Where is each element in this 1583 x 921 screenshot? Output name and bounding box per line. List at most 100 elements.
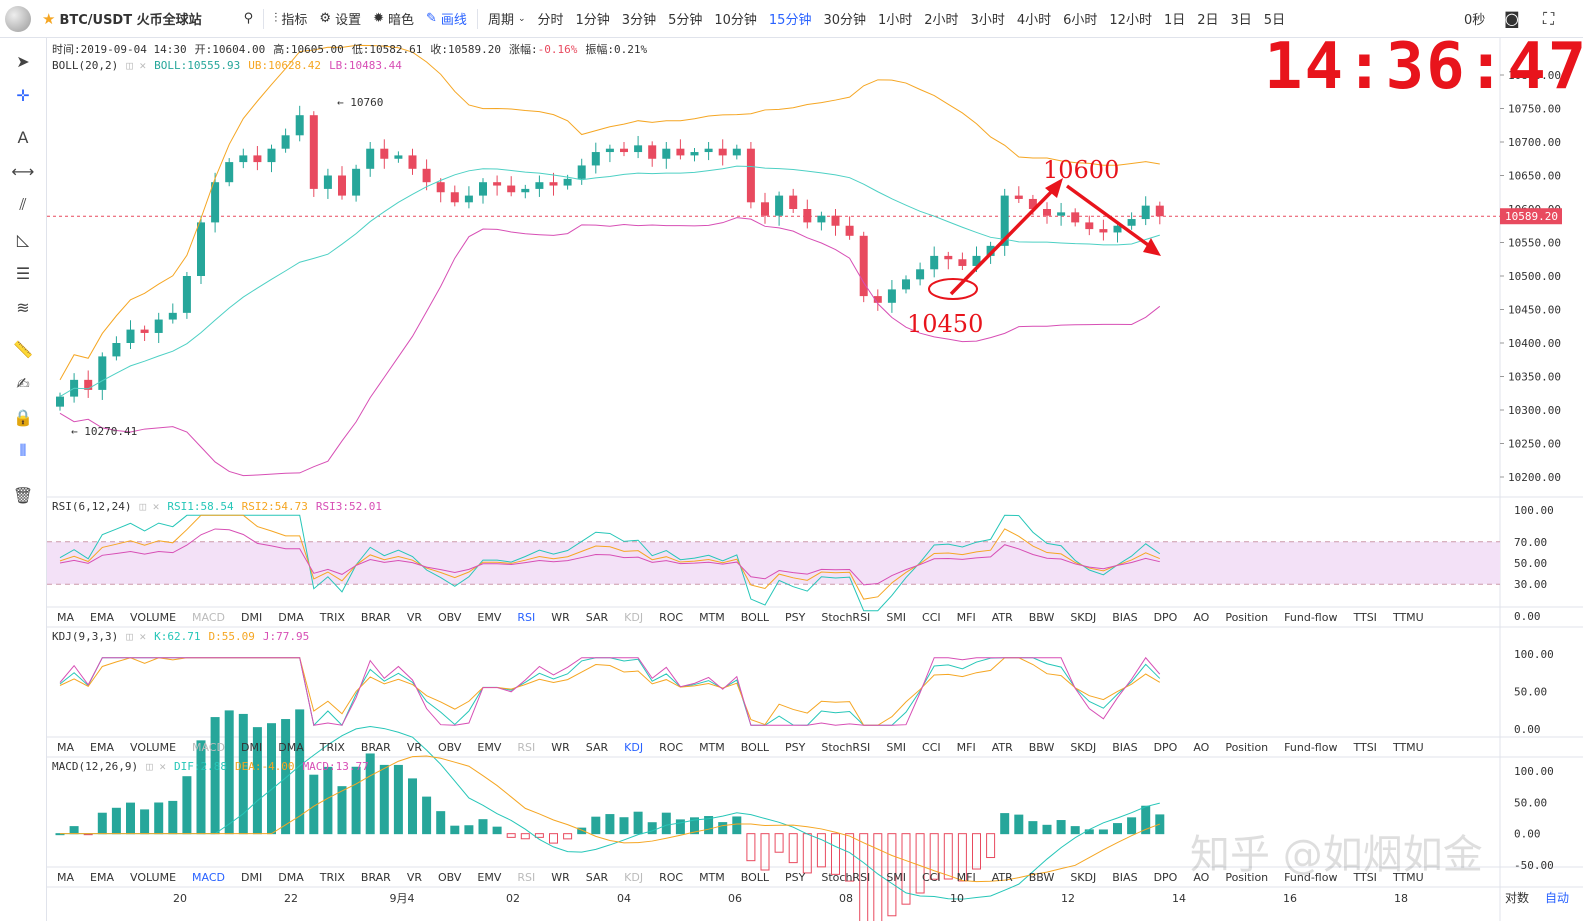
wave-icon[interactable]: ≋ [16,297,30,317]
eye-icon[interactable]: ◫ ✕ [126,59,147,72]
indicator-tab-skdj[interactable]: SKDJ [1070,870,1097,884]
indicator-tab-cci[interactable]: CCI [922,870,941,884]
indicator-tab-psy[interactable]: PSY [785,870,806,884]
indicator-tab-ao[interactable]: AO [1193,740,1210,754]
settings-button[interactable]: ⚙ 设置 [319,11,362,28]
indicator-tab-psy[interactable]: PSY [785,740,806,754]
indicator-tab-stochrsi[interactable]: StochRSI [821,870,871,884]
indicator-tab-macd[interactable]: MACD [192,610,226,624]
indicator-tab-ma[interactable]: MA [57,870,75,884]
indicator-tab-emv[interactable]: EMV [477,870,502,884]
indicator-tab-ttsi[interactable]: TTSI [1353,870,1377,884]
indicator-tab-boll[interactable]: BOLL [740,870,770,884]
indicator-tab-ttmu[interactable]: TTMU [1392,870,1424,884]
indicator-tab-mfi[interactable]: MFI [956,610,976,624]
indicator-tab-smi[interactable]: SMI [886,610,907,624]
period-14[interactable]: 2日 [1197,13,1219,28]
indicator-tab-dmi[interactable]: DMI [241,610,263,624]
indicator-tab-cci[interactable]: CCI [922,740,941,754]
indicator-tab-bias[interactable]: BIAS [1112,740,1138,754]
trash-icon[interactable]: 🗑 [12,485,34,505]
indicator-tab-volume[interactable]: VOLUME [129,610,177,624]
indicator-tab-roc[interactable]: ROC [659,610,684,624]
indicator-tab-smi[interactable]: SMI [886,870,907,884]
indicator-tab-macd[interactable]: MACD [192,740,226,754]
indicator-tab-kdj[interactable]: KDJ [624,870,644,884]
indicator-tab-bias[interactable]: BIAS [1112,870,1138,884]
draw-button[interactable]: ✎ 画线 [426,11,467,28]
indicator-tab-sar[interactable]: SAR [585,870,609,884]
indicator-tab-vr[interactable]: VR [406,740,422,754]
indicator-tab-mfi[interactable]: MFI [956,740,976,754]
indicator-tab-ao[interactable]: AO [1193,610,1210,624]
period-15[interactable]: 3日 [1230,13,1252,28]
indicator-tab-obv[interactable]: OBV [438,740,462,754]
indicator-tab-bbw[interactable]: BBW [1028,610,1055,624]
fullscreen-icon[interactable]: ⛶ [1543,8,1555,28]
indicator-tab-rsi[interactable]: RSI [517,740,536,754]
period-11[interactable]: 6小时 [1063,13,1098,28]
indicator-tab-vr[interactable]: VR [406,870,422,884]
period-5[interactable]: 15分钟 [768,13,812,28]
period-7[interactable]: 1小时 [878,13,913,28]
indicator-tab-obv[interactable]: OBV [438,870,462,884]
indicator-tab-boll[interactable]: BOLL [740,610,770,624]
indicator-tab-psy[interactable]: PSY [785,610,806,624]
indicator-tab-mtm[interactable]: MTM [699,740,725,754]
indicator-tab-ma[interactable]: MA [57,740,75,754]
indicator-tab-dpo[interactable]: DPO [1153,870,1178,884]
brush-icon[interactable]: ✍ [16,373,30,393]
eye-icon[interactable]: ◫ ✕ [146,760,166,773]
period-2[interactable]: 3分钟 [621,13,657,28]
period-9[interactable]: 3小时 [970,13,1005,28]
indicator-tab-trix[interactable]: TRIX [319,870,345,884]
indicator-tab-atr[interactable]: ATR [991,740,1013,754]
indicator-tab-position[interactable]: Position [1225,870,1269,884]
text-icon[interactable]: A [17,127,29,147]
indicator-tab-atr[interactable]: ATR [991,610,1013,624]
period-dropdown[interactable]: 周期 ⌄ [487,13,526,28]
search-icon[interactable]: ⚲ [243,11,254,26]
indicator-tab-roc[interactable]: ROC [659,740,684,754]
eye-icon[interactable]: ◫ ✕ [126,630,147,643]
period-16[interactable]: 5日 [1263,13,1286,28]
indicator-tab-ema[interactable]: EMA [90,610,114,624]
indicator-tab-ttmu[interactable]: TTMU [1392,740,1424,754]
cursor-icon[interactable]: ➤ [16,51,30,71]
lock-icon[interactable]: 🔒 [13,407,33,427]
indicator-tab-brar[interactable]: BRAR [360,870,391,884]
indicator-tab-emv[interactable]: EMV [477,740,502,754]
indicator-tab-brar[interactable]: BRAR [360,740,391,754]
indicator-tab-fund-flow[interactable]: Fund-flow [1284,740,1338,754]
period-0[interactable]: 分时 [537,13,564,28]
dark-mode-button[interactable]: ✹ 暗色 [373,11,415,28]
indicator-tab-mtm[interactable]: MTM [699,610,725,624]
indicator-tab-rsi[interactable]: RSI [517,870,536,884]
period-1[interactable]: 1分钟 [575,13,610,28]
indicator-tab-bbw[interactable]: BBW [1028,870,1055,884]
indicator-tab-sar[interactable]: SAR [585,740,609,754]
indicator-tab-ao[interactable]: AO [1193,870,1210,884]
fibonacci-icon[interactable]: ☰ [15,263,31,283]
indicator-tab-stochrsi[interactable]: StochRSI [821,740,871,754]
indicator-tab-mfi[interactable]: MFI [956,870,976,884]
crosshair-icon[interactable]: ✛ [16,85,30,105]
indicator-tab-dpo[interactable]: DPO [1153,740,1178,754]
indicator-tab-trix[interactable]: TRIX [319,610,345,624]
indicator-tab-smi[interactable]: SMI [886,740,907,754]
indicator-tab-ttsi[interactable]: TTSI [1353,740,1377,754]
indicator-tab-trix[interactable]: TRIX [319,740,345,754]
indicator-tab-roc[interactable]: ROC [659,870,684,884]
indicator-tab-wr[interactable]: WR [551,610,570,624]
camera-icon[interactable]: ◙ [1504,9,1520,28]
indicator-tab-position[interactable]: Position [1225,610,1269,624]
indicator-tab-bias[interactable]: BIAS [1112,610,1138,624]
indicator-tab-skdj[interactable]: SKDJ [1070,610,1097,624]
period-10[interactable]: 4小时 [1016,13,1052,28]
indicator-tab-dma[interactable]: DMA [278,870,304,884]
indicator-tab-macd[interactable]: MACD [192,870,226,884]
indicator-tab-position[interactable]: Position [1225,740,1269,754]
indicator-tab-ma[interactable]: MA [57,610,75,624]
period-8[interactable]: 2小时 [924,13,959,28]
indicator-tab-kdj[interactable]: KDJ [624,610,644,624]
